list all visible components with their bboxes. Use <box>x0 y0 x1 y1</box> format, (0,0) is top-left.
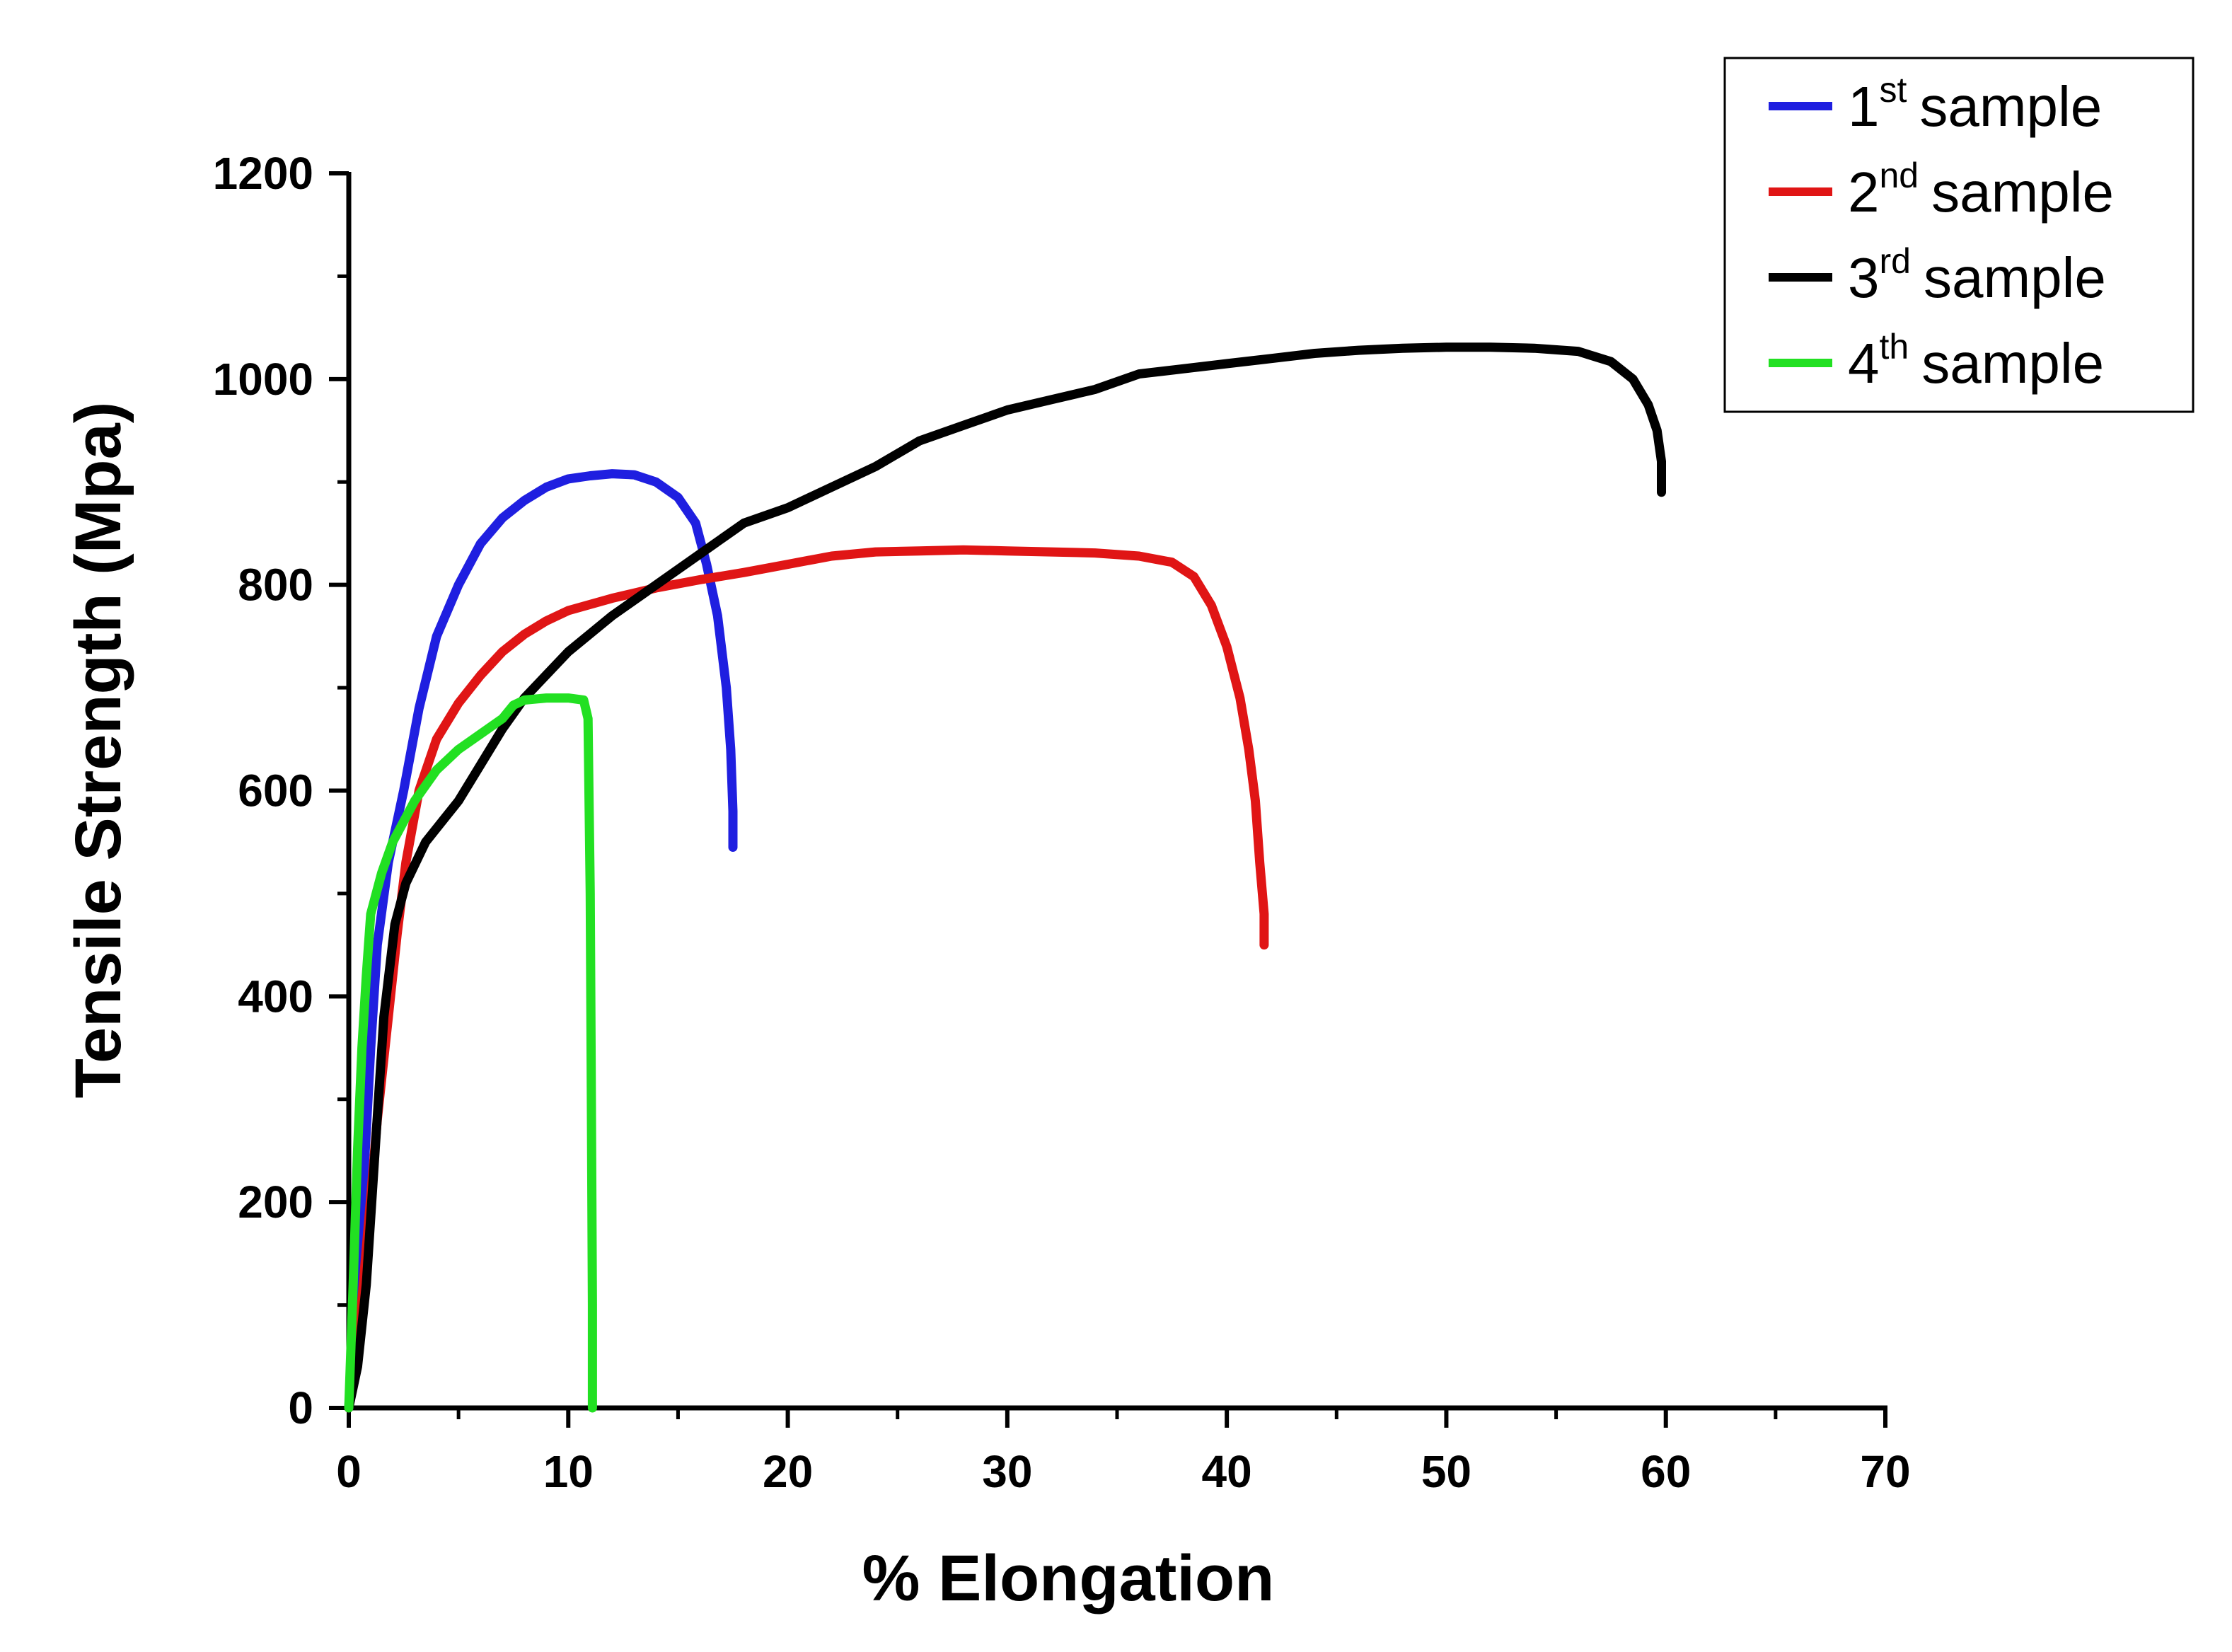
series-line-3 <box>344 342 1666 1413</box>
x-tick-label: 30 <box>982 1446 1032 1497</box>
x-axis-title: % Elongation <box>862 1542 1275 1615</box>
legend-label: 3rd sample <box>1848 241 2106 309</box>
series-layer <box>344 342 1666 1413</box>
x-tick-label: 20 <box>763 1446 813 1497</box>
x-tick-label: 70 <box>1860 1446 1910 1497</box>
y-tick-label: 0 <box>288 1382 313 1433</box>
y-tick-label: 1000 <box>213 354 313 405</box>
x-tick-label: 40 <box>1202 1446 1252 1497</box>
y-tick-label: 800 <box>238 560 313 611</box>
legend-item-2: 2nd sample <box>1769 156 2114 224</box>
x-tick-label: 0 <box>336 1446 362 1497</box>
axes: 0 10 20 30 40 50 60 70 0 200 400 600 800 1000 1200 <box>213 148 1911 1497</box>
legend-item-3: 3rd sample <box>1769 241 2106 309</box>
legend-item-4: 4th sample <box>1769 327 2104 395</box>
y-tick-label: 600 <box>238 766 313 816</box>
series-line-4 <box>344 693 597 1413</box>
x-tick-label: 50 <box>1421 1446 1471 1497</box>
x-tick-label: 60 <box>1641 1446 1691 1497</box>
legend-box <box>1723 57 2195 413</box>
x-tick-label: 10 <box>543 1446 594 1497</box>
legend-label: 2nd sample <box>1848 156 2114 224</box>
legend: 1st sample 2nd sample 3rd sample 4th sample <box>1723 57 2195 413</box>
legend-item-1: 1st sample <box>1769 70 2102 138</box>
y-tick-label: 400 <box>238 971 313 1022</box>
series-line-2 <box>344 545 1269 1413</box>
y-tick-label: 1200 <box>213 148 313 199</box>
y-tick-label: 200 <box>238 1177 313 1228</box>
y-axis-title: Tensile Strength (Mpa) <box>62 402 134 1099</box>
legend-label: 4th sample <box>1848 327 2104 395</box>
legend-label: 1st sample <box>1848 70 2102 138</box>
series-line-1 <box>344 469 738 1413</box>
